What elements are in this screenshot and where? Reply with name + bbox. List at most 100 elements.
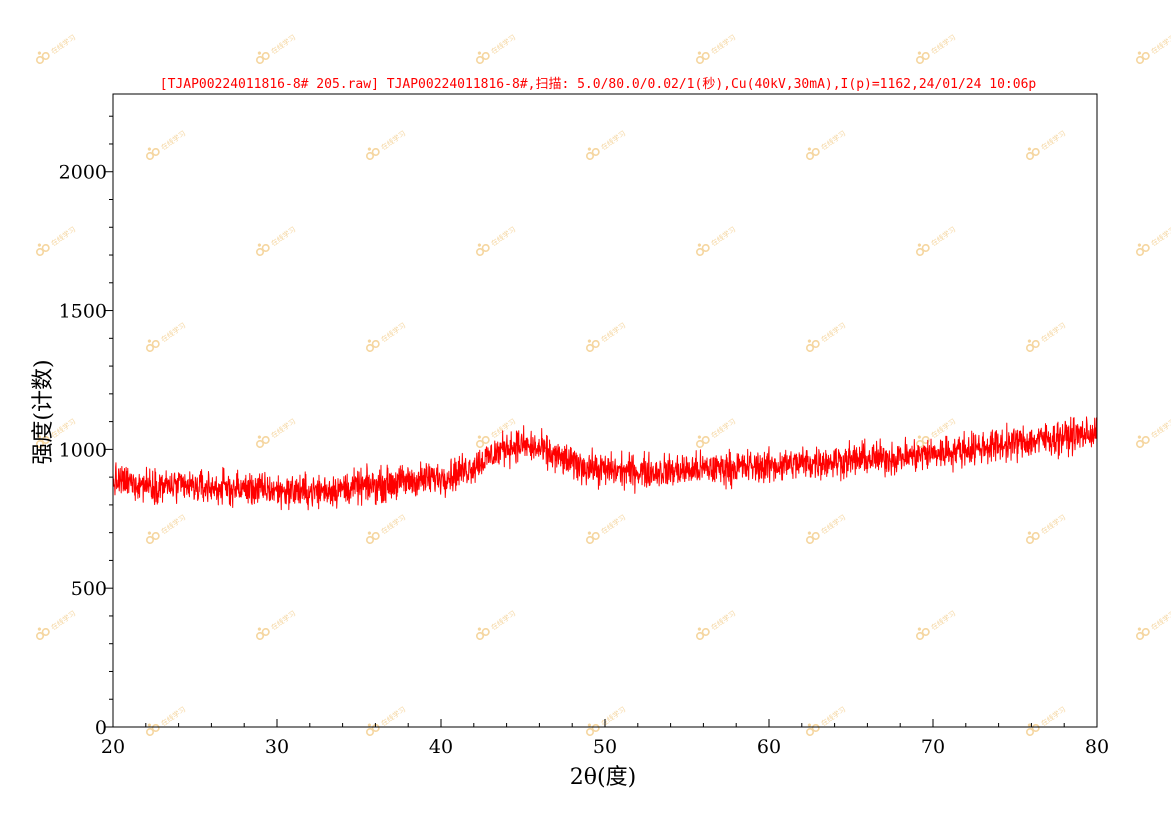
x-axis-label: 2θ(度) [570,765,636,790]
x-tick-label: 70 [921,736,945,758]
watermark-text: 在线学习 [489,225,517,248]
watermark-text: 在线学习 [929,33,957,56]
x-tick-label: 40 [429,736,453,758]
watermark-text: 在线学习 [819,129,847,152]
watermark-logo-icon: 在线学习 [585,129,627,161]
x-tick-label: 60 [757,736,781,758]
watermark-logo-icon: 在线学习 [695,225,737,257]
watermark-text: 在线学习 [599,705,627,728]
watermark-logo-icon: 在线学习 [915,33,957,65]
watermark-text: 在线学习 [709,609,737,632]
watermark-text: 在线学习 [49,33,77,56]
watermark-text: 在线学习 [709,33,737,56]
watermark-text: 在线学习 [709,417,737,440]
watermark-text: 在线学习 [379,705,407,728]
watermark-text: 在线学习 [159,705,187,728]
watermark-logo-icon: 在线学习 [365,129,407,161]
watermark-text: 在线学习 [49,609,77,632]
watermark-text: 在线学习 [269,225,297,248]
watermark-logo-icon: 在线学习 [35,33,77,65]
watermark-text: 在线学习 [819,513,847,536]
watermark-text: 在线学习 [1149,609,1171,632]
x-tick-label: 50 [593,736,617,758]
watermark-logo-icon: 在线学习 [805,705,847,737]
watermark-logo-icon: 在线学习 [365,513,407,545]
watermark-logo-icon: 在线学习 [695,33,737,65]
watermark-logo-icon: 在线学习 [255,417,297,449]
watermark-text: 在线学习 [159,129,187,152]
watermark-logo-icon: 在线学习 [915,225,957,257]
watermark-text: 在线学习 [929,225,957,248]
watermark-logo-icon: 在线学习 [475,33,517,65]
watermark-logo-icon: 在线学习 [1135,225,1171,257]
watermark-logo-icon: 在线学习 [35,225,77,257]
watermark-logo-icon: 在线学习 [805,129,847,161]
y-tick-label: 1500 [59,301,107,323]
watermark-text: 在线学习 [1039,705,1067,728]
watermark-text: 在线学习 [159,321,187,344]
watermark-logo-icon: 在线学习 [585,321,627,353]
watermark-logo-icon: 在线学习 [1135,33,1171,65]
watermark-logo-icon: 在线学习 [145,705,187,737]
watermark-logo-icon: 在线学习 [805,513,847,545]
watermark-text: 在线学习 [1039,129,1067,152]
x-tick-label: 30 [265,736,289,758]
watermark-logo-icon: 在线学习 [255,225,297,257]
watermark-logo-icon: 在线学习 [915,609,957,641]
watermark-text: 在线学习 [269,609,297,632]
watermark-logo-icon: 在线学习 [35,609,77,641]
watermark-text: 在线学习 [819,321,847,344]
watermark-logo-icon: 在线学习 [695,417,737,449]
watermark-logo-icon: 在线学习 [145,513,187,545]
watermark-logo-icon: 在线学习 [145,321,187,353]
watermark-text: 在线学习 [1039,513,1067,536]
watermark-logo-icon: 在线学习 [1025,321,1067,353]
watermark-text: 在线学习 [269,417,297,440]
trace-layer [112,416,1098,511]
y-axis-label: 强度(计数) [31,359,56,464]
watermark-logo-icon: 在线学习 [695,609,737,641]
chart-title: [TJAP00224011816-8# 205.raw] TJAP0022401… [160,77,1037,92]
watermark-text: 在线学习 [49,225,77,248]
watermark-text: 在线学习 [489,609,517,632]
y-tick-label: 1000 [59,439,107,461]
watermark-text: 在线学习 [1149,225,1171,248]
watermark-logo-icon: 在线学习 [475,609,517,641]
watermark-logo-icon: 在线学习 [585,513,627,545]
watermark-logo-icon: 在线学习 [1025,705,1067,737]
watermark-text: 在线学习 [1149,33,1171,56]
watermark-logo-icon: 在线学习 [805,321,847,353]
watermark-text: 在线学习 [159,513,187,536]
x-tick-label: 80 [1085,736,1109,758]
watermark-logo-icon: 在线学习 [365,705,407,737]
series-line [112,416,1098,511]
watermark-logo-icon: 在线学习 [145,129,187,161]
watermark-text: 在线学习 [929,417,957,440]
y-tick-label: 500 [71,578,107,600]
x-axis: 20 30 40 50 60 70 80 [101,719,1109,758]
watermark-text: 在线学习 [379,513,407,536]
watermark-text: 在线学习 [929,609,957,632]
watermark-text: 在线学习 [379,321,407,344]
watermark-logo-icon: 在线学习 [1025,513,1067,545]
watermark-text: 在线学习 [709,225,737,248]
watermark-text: 在线学习 [599,513,627,536]
watermark-logo-icon: 在线学习 [1135,417,1171,449]
y-axis: 0 500 1000 1500 2000 [59,115,113,739]
watermark-text: 在线学习 [819,705,847,728]
watermark-logo-icon: 在线学习 [1025,129,1067,161]
y-tick-label: 2000 [59,162,107,184]
y-tick-label: 0 [95,717,107,739]
watermark-text: 在线学习 [379,129,407,152]
x-tick-label: 20 [101,736,125,758]
watermark-logo-icon: 在线学习 [915,417,957,449]
watermark-logo-icon: 在线学习 [365,321,407,353]
watermark-text: 在线学习 [269,33,297,56]
watermark-text: 在线学习 [599,129,627,152]
watermark-text: 在线学习 [599,321,627,344]
watermark-text: 在线学习 [1149,417,1171,440]
watermark-logo-icon: 在线学习 [475,225,517,257]
watermark-text: 在线学习 [489,33,517,56]
